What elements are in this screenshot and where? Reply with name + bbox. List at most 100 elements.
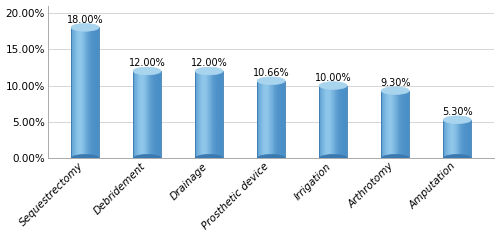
- Bar: [403, 91, 404, 158]
- Bar: [269, 81, 270, 158]
- Text: 12.00%: 12.00%: [190, 58, 228, 68]
- Bar: [449, 120, 450, 158]
- Bar: [327, 86, 328, 158]
- Bar: [398, 91, 400, 158]
- Bar: [446, 120, 447, 158]
- Bar: [400, 91, 401, 158]
- Bar: [284, 81, 285, 158]
- Bar: [81, 27, 82, 158]
- Bar: [198, 71, 200, 158]
- Bar: [450, 120, 451, 158]
- Bar: [272, 81, 273, 158]
- Bar: [381, 91, 409, 158]
- Bar: [282, 81, 283, 158]
- Bar: [266, 81, 267, 158]
- Bar: [138, 71, 140, 158]
- Bar: [338, 86, 339, 158]
- Bar: [267, 81, 268, 158]
- Bar: [154, 71, 155, 158]
- Bar: [195, 71, 223, 158]
- Bar: [384, 91, 386, 158]
- Bar: [404, 91, 405, 158]
- Bar: [90, 27, 92, 158]
- Bar: [458, 120, 460, 158]
- Bar: [341, 86, 342, 158]
- Bar: [469, 120, 470, 158]
- Bar: [463, 120, 464, 158]
- Bar: [451, 120, 452, 158]
- Bar: [207, 71, 208, 158]
- Ellipse shape: [133, 67, 161, 75]
- Bar: [86, 27, 87, 158]
- Bar: [212, 71, 214, 158]
- Bar: [209, 71, 210, 158]
- Bar: [402, 91, 403, 158]
- Bar: [262, 81, 263, 158]
- Bar: [73, 27, 74, 158]
- Bar: [330, 86, 331, 158]
- Text: 12.00%: 12.00%: [128, 58, 166, 68]
- Bar: [406, 91, 407, 158]
- Bar: [214, 71, 216, 158]
- Bar: [146, 71, 147, 158]
- Bar: [346, 86, 347, 158]
- Ellipse shape: [257, 155, 285, 162]
- Bar: [332, 86, 333, 158]
- Bar: [88, 27, 89, 158]
- Bar: [468, 120, 469, 158]
- Bar: [87, 27, 88, 158]
- Bar: [158, 71, 159, 158]
- Bar: [336, 86, 338, 158]
- Bar: [444, 120, 446, 158]
- Bar: [71, 27, 72, 158]
- Ellipse shape: [133, 155, 161, 162]
- Ellipse shape: [444, 155, 471, 162]
- Ellipse shape: [71, 155, 99, 162]
- Bar: [82, 27, 83, 158]
- Bar: [283, 81, 284, 158]
- Bar: [454, 120, 455, 158]
- Ellipse shape: [319, 82, 347, 89]
- Bar: [136, 71, 138, 158]
- Bar: [319, 86, 320, 158]
- Bar: [258, 81, 260, 158]
- Bar: [382, 91, 384, 158]
- Bar: [342, 86, 343, 158]
- Bar: [219, 71, 220, 158]
- Bar: [208, 71, 209, 158]
- Bar: [159, 71, 160, 158]
- Bar: [324, 86, 325, 158]
- Bar: [460, 120, 462, 158]
- Bar: [257, 81, 258, 158]
- Bar: [133, 71, 134, 158]
- Text: 9.30%: 9.30%: [380, 78, 410, 88]
- Ellipse shape: [257, 77, 285, 85]
- Bar: [145, 71, 146, 158]
- Bar: [80, 27, 81, 158]
- Bar: [98, 27, 99, 158]
- Bar: [388, 91, 389, 158]
- Bar: [389, 91, 390, 158]
- Ellipse shape: [381, 155, 409, 162]
- Bar: [386, 91, 387, 158]
- Bar: [394, 91, 395, 158]
- Bar: [76, 27, 78, 158]
- Bar: [276, 81, 278, 158]
- Bar: [211, 71, 212, 158]
- Bar: [143, 71, 144, 158]
- Bar: [274, 81, 276, 158]
- Bar: [271, 81, 272, 158]
- Bar: [144, 71, 145, 158]
- Bar: [466, 120, 467, 158]
- Bar: [72, 27, 73, 158]
- Bar: [141, 71, 142, 158]
- Bar: [465, 120, 466, 158]
- Bar: [462, 120, 463, 158]
- Bar: [220, 71, 221, 158]
- Bar: [453, 120, 454, 158]
- Text: 10.00%: 10.00%: [315, 73, 352, 83]
- Bar: [97, 27, 98, 158]
- Bar: [265, 81, 266, 158]
- Bar: [156, 71, 157, 158]
- Bar: [71, 27, 99, 158]
